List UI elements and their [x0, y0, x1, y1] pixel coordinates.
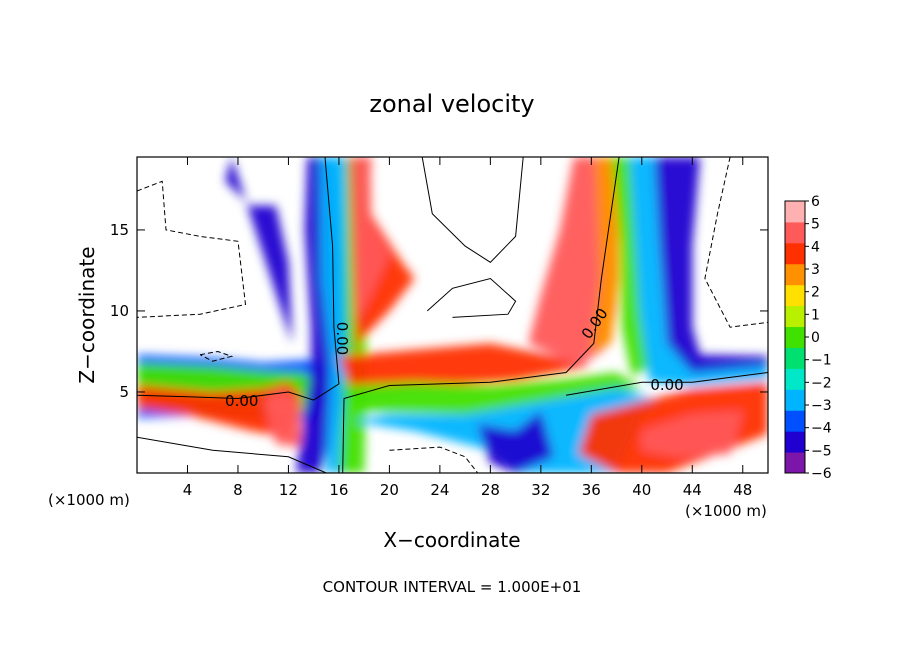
colorbar-swatch — [785, 452, 805, 474]
x-tick-label: 44 — [683, 481, 702, 499]
velocity-band — [338, 372, 642, 415]
colorbar-swatch — [785, 284, 805, 307]
colorbar-tick-label: −1 — [811, 353, 832, 369]
chart-title: zonal velocity — [369, 90, 534, 118]
colorbar-tick-label: −5 — [811, 443, 832, 459]
colorbar-tick-label: 4 — [811, 239, 820, 255]
x-tick-label: 8 — [233, 481, 243, 499]
velocity-band — [338, 343, 592, 392]
x-tick-label: 40 — [632, 481, 651, 499]
x-tick-label: 16 — [329, 481, 348, 499]
contour-line — [199, 350, 234, 362]
x-tick-label: 24 — [430, 481, 449, 499]
colorbar-swatch — [785, 326, 805, 348]
contour-line — [137, 157, 340, 401]
x-tick-label: 32 — [531, 481, 550, 499]
colorbar-tick-label: 6 — [811, 194, 820, 210]
colorbar-swatch — [785, 431, 805, 453]
x-tick-label: 12 — [279, 481, 298, 499]
contour-label: 0.00 — [333, 322, 351, 355]
velocity-band — [611, 157, 655, 376]
colorbar-swatch — [785, 263, 805, 286]
colorbar-swatch — [785, 389, 805, 411]
colorbar-swatch — [785, 305, 805, 328]
colorbar-swatch — [785, 368, 805, 390]
contour-line — [421, 157, 524, 263]
colorbar-swatch — [785, 242, 805, 265]
contour-line — [426, 277, 517, 318]
contour-line — [566, 372, 768, 396]
velocity-band — [515, 157, 617, 366]
velocity-band — [349, 157, 390, 328]
x-unit-label-left: (×1000 m) — [48, 491, 130, 509]
colorbar-swatch — [785, 221, 805, 244]
x-axis: 4 8 12 16 20 24 28 32 36 40 44 48 — [183, 157, 752, 499]
velocity-band — [225, 157, 346, 473]
colorbar-tick-label: 0 — [811, 330, 820, 346]
x-tick-label: 20 — [380, 481, 399, 499]
contour-lines — [137, 157, 768, 473]
velocity-band — [654, 157, 768, 373]
x-tick-label: 4 — [183, 481, 193, 499]
colorbar-swatch — [785, 347, 805, 369]
contour-line — [137, 180, 247, 318]
colorbar-swatch — [785, 410, 805, 432]
y-tick-label: 5 — [119, 383, 129, 401]
contour-line — [704, 157, 768, 328]
velocity-band — [288, 157, 352, 473]
y-tick-label: 10 — [110, 302, 129, 320]
velocity-band — [629, 157, 768, 386]
colorbar-tick-label: 3 — [811, 262, 820, 278]
plot-frame — [136, 156, 769, 474]
x-unit-label-right: (×1000 m) — [685, 502, 767, 520]
contour-line — [342, 157, 620, 473]
x-tick-label: 48 — [733, 481, 752, 499]
colorbar-tick-label: 5 — [811, 217, 820, 233]
y-axis-label: Z−coordinate — [75, 246, 99, 383]
colorbar: 6 5 4 3 2 1 0 −1 −2 −3 −4 −5 −6 — [784, 194, 832, 482]
velocity-band — [641, 411, 743, 457]
colorbar-tick-label: 2 — [811, 285, 820, 301]
x-tick-label: 28 — [481, 481, 500, 499]
y-axis: 5 10 15 — [110, 221, 768, 401]
colorbar-tick-label: 1 — [811, 307, 820, 323]
velocity-band — [263, 388, 302, 448]
colorbar-tick-label: −2 — [811, 375, 832, 391]
colorbar-swatch — [785, 201, 805, 223]
x-axis-label: X−coordinate — [383, 528, 520, 552]
contour-label: 0.00 — [650, 376, 683, 394]
colorbar-tick-label: −6 — [811, 466, 832, 482]
y-tick-label: 15 — [110, 221, 129, 239]
contour-line — [389, 446, 479, 473]
contour-interval-footnote: CONTOUR INTERVAL = 1.000E+01 — [323, 578, 582, 596]
colorbar-tick-label: −3 — [811, 398, 832, 414]
colorbar-tick-label: −4 — [811, 421, 832, 437]
x-tick-label: 36 — [582, 481, 601, 499]
velocity-band — [477, 411, 554, 473]
contour-line — [137, 436, 327, 473]
contour-label: 0.00 — [225, 392, 258, 410]
